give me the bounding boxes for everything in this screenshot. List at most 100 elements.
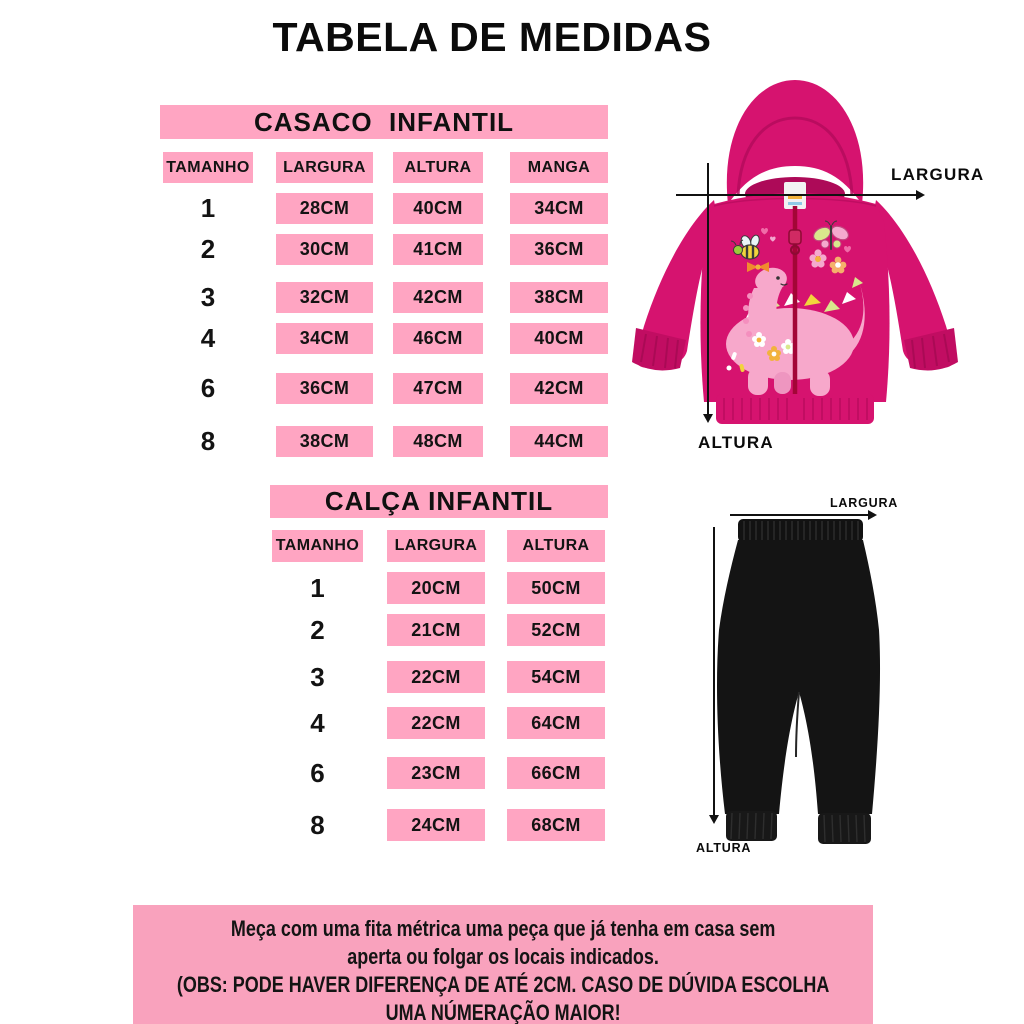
jacket-hood xyxy=(726,80,864,204)
table-row: 1 28CM 40CM 34CM xyxy=(160,193,608,224)
manga-value: 42CM xyxy=(510,373,608,404)
column-header-altura: ALTURA xyxy=(393,152,483,183)
column-header-largura: LARGURA xyxy=(276,152,373,183)
pants-largura-label: LARGURA xyxy=(830,496,899,510)
flower-icons xyxy=(809,246,851,274)
size-value: 1 xyxy=(310,572,325,603)
altura-value: 66CM xyxy=(507,757,605,789)
largura-value: 22CM xyxy=(387,707,485,739)
jacket-largura-arrow xyxy=(676,190,925,200)
pants-largura-arrow xyxy=(730,510,877,520)
size-value: 6 xyxy=(310,757,325,788)
heart-icon xyxy=(770,236,776,242)
banner-text: Meça com uma fita métrica uma peça que j… xyxy=(133,905,873,1024)
largura-value: 23CM xyxy=(387,757,485,789)
largura-value: 24CM xyxy=(387,809,485,841)
jacket-altura-label: ALTURA xyxy=(698,433,774,452)
table-row: 6 23CM 66CM xyxy=(270,757,608,789)
jacket-hem-band xyxy=(716,394,874,424)
butterfly-icon xyxy=(812,220,850,250)
altura-value: 64CM xyxy=(507,707,605,739)
table-row: 4 34CM 46CM 40CM xyxy=(160,323,608,354)
banner-line: UMA NÚMERAÇÃO MAIOR! xyxy=(385,1000,621,1024)
pants-altura-arrow xyxy=(709,527,719,824)
page-title: TABELA DE MEDIDAS xyxy=(272,14,712,60)
largura-value: 34CM xyxy=(276,323,373,354)
jacket-zipper-pull xyxy=(788,229,802,245)
column-header-altura: ALTURA xyxy=(507,530,605,562)
pants-body xyxy=(717,540,881,814)
table-row: 4 22CM 64CM xyxy=(270,707,608,739)
heart-icon xyxy=(761,228,768,235)
size-value: 4 xyxy=(200,323,216,353)
jacket-left-sleeve xyxy=(635,200,718,368)
jacket-right-sleeve xyxy=(872,200,955,368)
size-value: 8 xyxy=(200,426,216,456)
column-header-manga: MANGA xyxy=(510,152,608,183)
size-value: 3 xyxy=(310,661,325,692)
casaco-table-title: CASACO INFANTIL xyxy=(160,105,608,139)
manga-value: 38CM xyxy=(510,282,608,313)
largura-value: 32CM xyxy=(276,282,373,313)
altura-value: 68CM xyxy=(507,809,605,841)
largura-value: 28CM xyxy=(276,193,373,224)
altura-value: 54CM xyxy=(507,661,605,693)
size-value: 2 xyxy=(200,234,216,264)
dinosaur-graphic xyxy=(726,220,865,396)
banner-line: (OBS: PODE HAVER DIFERENÇA DE ATÉ 2CM. C… xyxy=(176,972,830,997)
largura-value: 21CM xyxy=(387,614,485,646)
table-row: 3 22CM 54CM xyxy=(270,661,608,693)
pants-illustration xyxy=(717,519,881,844)
manga-value: 36CM xyxy=(510,234,608,265)
table-row: 8 24CM 68CM xyxy=(270,809,608,841)
jacket-largura-label: LARGURA xyxy=(891,165,985,184)
pants-altura-label: ALTURA xyxy=(696,841,752,855)
column-header-tamanho: TAMANHO xyxy=(272,530,363,562)
column-header-largura: LARGURA xyxy=(387,530,485,562)
size-value: 8 xyxy=(310,809,325,840)
jacket-altura-arrow xyxy=(703,163,713,423)
manga-value: 44CM xyxy=(510,426,608,457)
pants-waistband xyxy=(738,519,863,542)
altura-value: 48CM xyxy=(393,426,483,457)
banner-line: Meça com uma fita métrica uma peça que j… xyxy=(230,916,776,941)
pants-left-cuff xyxy=(726,811,777,841)
altura-value: 46CM xyxy=(393,323,483,354)
altura-value: 41CM xyxy=(393,234,483,265)
largura-value: 20CM xyxy=(387,572,485,604)
size-value: 6 xyxy=(200,373,216,403)
calca-table-title: CALÇA INFANTIL xyxy=(270,485,608,518)
jacket-illustration xyxy=(632,80,958,424)
manga-value: 40CM xyxy=(510,323,608,354)
size-value: 3 xyxy=(200,282,216,312)
bee-icon xyxy=(730,234,760,260)
calca-table: CALÇA INFANTIL TAMANHO LARGURA ALTURA 1 … xyxy=(270,485,608,841)
altura-value: 47CM xyxy=(393,373,483,404)
size-value: 4 xyxy=(310,707,325,738)
altura-value: 52CM xyxy=(507,614,605,646)
belly-flowers xyxy=(726,332,795,372)
size-value: 1 xyxy=(200,193,216,223)
table-row: 3 32CM 42CM 38CM xyxy=(160,282,608,313)
casaco-table: CASACO INFANTIL TAMANHO LARGURA ALTURA M… xyxy=(160,105,608,457)
altura-value: 50CM xyxy=(507,572,605,604)
altura-value: 40CM xyxy=(393,193,483,224)
pants-right-cuff xyxy=(818,813,871,844)
table-row: 6 36CM 47CM 42CM xyxy=(160,373,608,404)
size-value: 2 xyxy=(310,614,325,645)
largura-value: 38CM xyxy=(276,426,373,457)
measurement-instructions-banner: Meça com uma fita métrica uma peça que j… xyxy=(133,905,873,1024)
table-row: 8 38CM 48CM 44CM xyxy=(160,426,608,457)
column-header-tamanho: TAMANHO xyxy=(163,152,253,183)
altura-value: 42CM xyxy=(393,282,483,313)
largura-value: 22CM xyxy=(387,661,485,693)
largura-value: 36CM xyxy=(276,373,373,404)
largura-value: 30CM xyxy=(276,234,373,265)
casaco-header-row: TAMANHO LARGURA ALTURA MANGA xyxy=(160,152,608,183)
table-row: 1 20CM 50CM xyxy=(270,572,608,604)
manga-value: 34CM xyxy=(510,193,608,224)
banner-line: aperta ou folgar os locais indicados. xyxy=(347,944,659,969)
table-row: 2 30CM 41CM 36CM xyxy=(160,234,608,265)
calca-header-row: TAMANHO LARGURA ALTURA xyxy=(270,530,608,562)
